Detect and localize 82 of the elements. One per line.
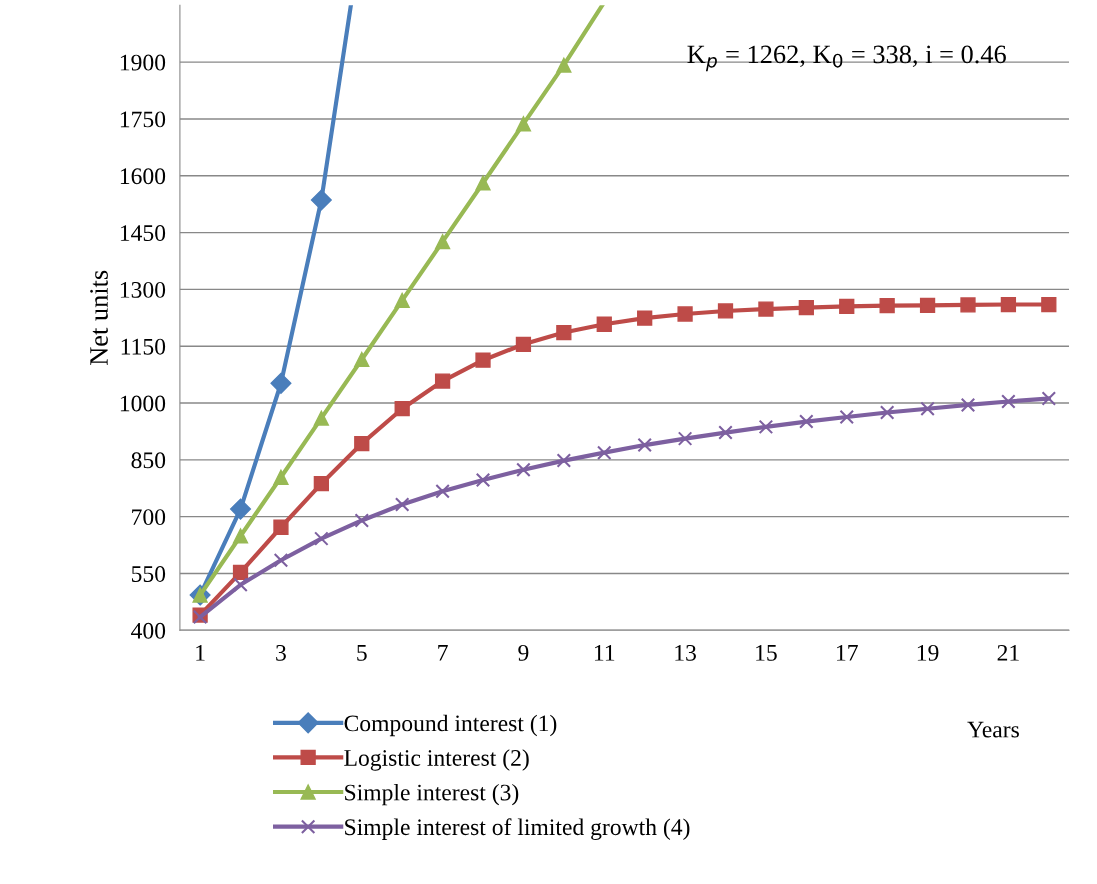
point (475, 352, 491, 368)
x-tick-label: 19 (917, 644, 939, 661)
point (799, 414, 814, 429)
point (717, 303, 734, 319)
point (394, 497, 410, 512)
point (515, 336, 532, 352)
y-tick-label: 700 (132, 509, 166, 526)
x-tick-label: 7 (438, 645, 448, 661)
y-tick-label: 1450 (120, 225, 166, 241)
y-axis-title: Net units (90, 270, 108, 366)
legend-label: Logistic interest (2) (344, 749, 529, 771)
point (1000, 296, 1017, 313)
point (758, 419, 774, 435)
point (677, 431, 693, 446)
legend-label: Compound interest (1) (344, 714, 557, 737)
x-tick-label: 1 (196, 644, 205, 661)
point (310, 189, 332, 211)
x-axis-title: Years (967, 721, 1019, 738)
point (230, 498, 252, 520)
annotation: K$_{p}$ = 1262, K$_{0}$ = 338, i = 0.46 (687, 45, 1006, 72)
point (314, 531, 329, 546)
x-tick-label: 9 (518, 644, 529, 661)
point (394, 292, 410, 309)
point (475, 175, 491, 191)
point (354, 435, 370, 452)
y-tick-label: 1600 (120, 168, 166, 185)
point (556, 453, 572, 468)
point (596, 445, 612, 460)
x-tick-label: 13 (675, 644, 696, 661)
x-tick-label: 21 (997, 644, 1019, 661)
point (434, 234, 451, 250)
point (758, 301, 774, 317)
point (920, 401, 935, 416)
y-tick-label: 400 (131, 622, 166, 639)
point (677, 306, 693, 322)
point (596, 316, 612, 332)
y-tick-label: 1900 (120, 54, 166, 71)
point (718, 425, 733, 440)
x-tick-label: 11 (594, 644, 615, 661)
point (354, 351, 370, 368)
x-tick-label: 3 (276, 644, 286, 661)
y-tick-label: 1150 (121, 338, 166, 355)
point (354, 513, 370, 528)
point (232, 564, 249, 580)
point (839, 298, 855, 315)
legend-label: Simple interest of limited growth (4) (345, 818, 690, 840)
point (879, 405, 895, 420)
point (394, 401, 410, 417)
point (273, 469, 289, 485)
y-tick-label: 1300 (120, 281, 166, 298)
point (839, 409, 855, 425)
legend-label: Simple interest (3) (345, 783, 519, 806)
point (556, 57, 572, 73)
point (919, 297, 936, 313)
point (879, 298, 895, 314)
y-tick-label: 550 (131, 565, 166, 582)
point (798, 299, 814, 316)
point (637, 437, 652, 453)
point (273, 519, 289, 535)
y-tick-label: 1750 (120, 111, 166, 128)
point (515, 116, 532, 132)
point (556, 324, 572, 341)
point (637, 310, 653, 326)
point (1001, 394, 1016, 409)
point (475, 472, 491, 488)
x-tick-label: 15 (756, 644, 777, 661)
point (273, 552, 289, 568)
point (313, 410, 329, 426)
point (516, 462, 531, 477)
x-tick-label: 5 (357, 645, 367, 661)
y-tick-label: 1000 (120, 395, 166, 412)
point (1041, 296, 1057, 313)
y-tick-label: 850 (131, 452, 166, 469)
point (435, 483, 450, 499)
point (960, 397, 976, 413)
point (313, 476, 329, 492)
point (232, 528, 249, 544)
point (270, 372, 292, 394)
point (434, 373, 451, 389)
x-tick-label: 17 (837, 644, 858, 661)
point (1041, 391, 1057, 406)
point (960, 297, 976, 313)
